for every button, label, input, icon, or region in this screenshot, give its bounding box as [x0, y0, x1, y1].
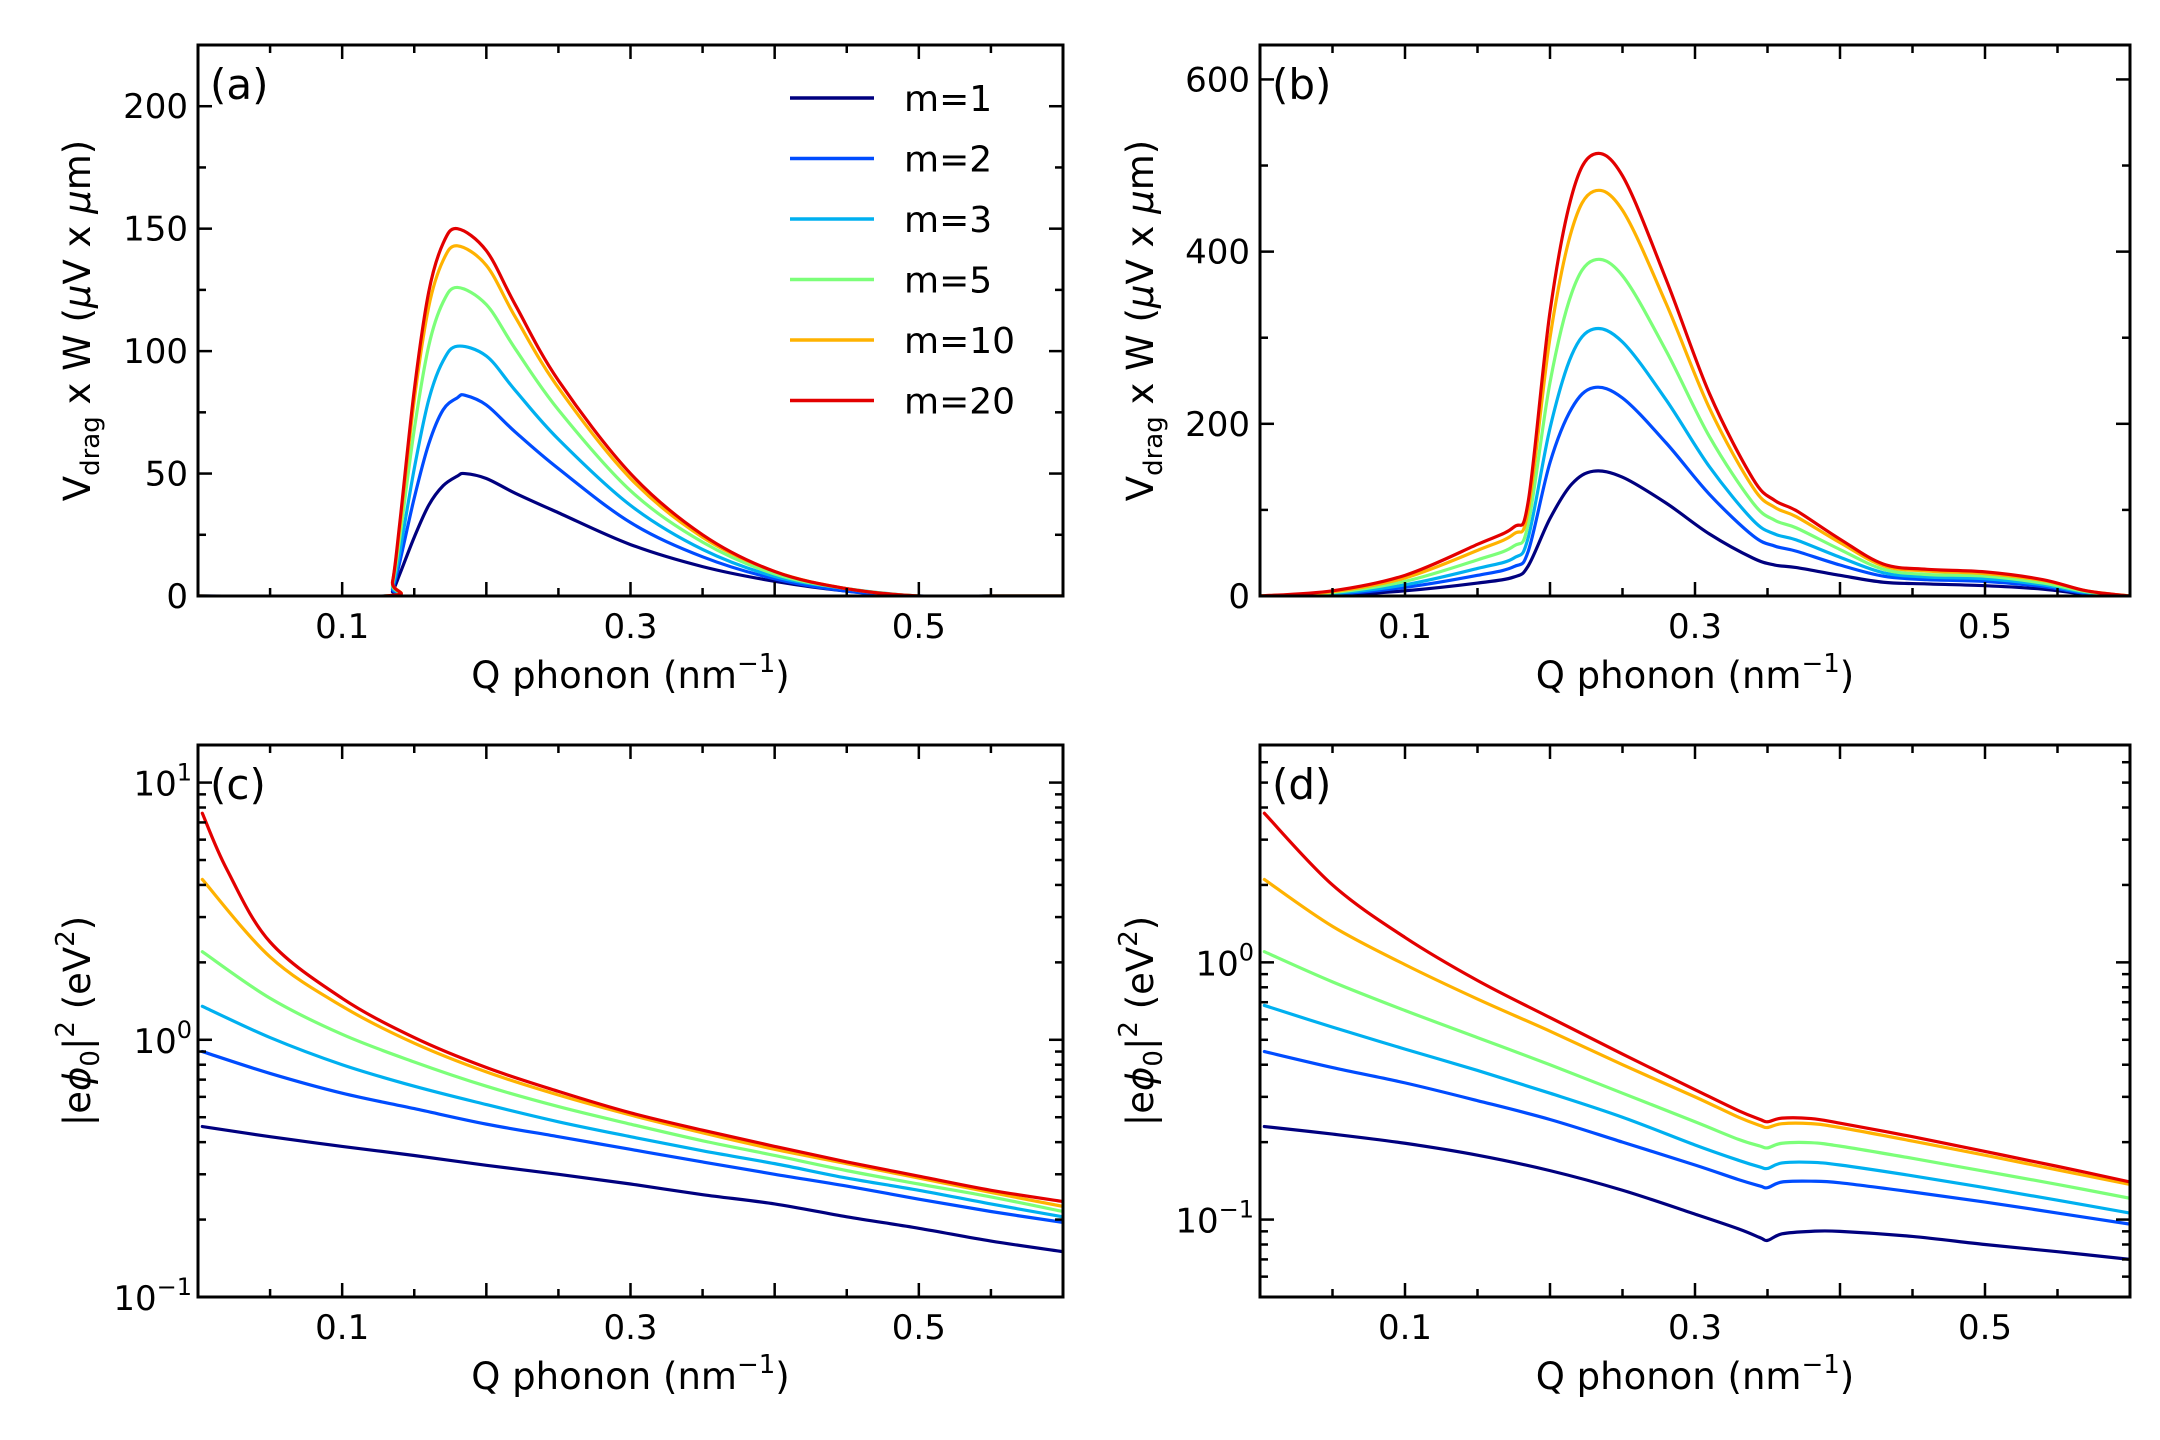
legend-label: m=5: [904, 261, 992, 302]
chart-panel-4: 0.1 0.3 0.5 10−1 100 Q phonon (nm−1) |eϕ0|2 (e…: [1114, 743, 2132, 1398]
series-group: [1262, 811, 2130, 1262]
y-tick-label: 50: [145, 455, 188, 495]
y-tick-label: 101: [133, 759, 192, 805]
y-tick-label: 200: [123, 87, 188, 127]
series-line-m-5: [200, 950, 1063, 1214]
y-axis: 0 200 400 600: [1185, 60, 2130, 617]
series-line-m-20: [1260, 151, 2130, 596]
x-tick-label: 0.5: [892, 607, 946, 647]
x-tick-label: 0.1: [1378, 1308, 1432, 1348]
series-line-m-3: [1260, 326, 2130, 596]
legend-item: m=10: [790, 321, 1015, 362]
series-line-m-20: [200, 811, 1063, 1204]
plot-frame: [1258, 43, 2132, 598]
legend-item: m=3: [790, 200, 992, 241]
y-axis-label: |eϕ0|2 (eV2): [1114, 916, 1169, 1126]
x-axis-label: Q phonon (nm−1): [471, 649, 789, 697]
x-tick-label: 0.5: [892, 1308, 946, 1348]
chart-panel-1: 0.1 0.3 0.5 0 50 100 150 200 Q phonon (nm−1) Vdra…: [56, 43, 1065, 697]
series-line-m-20: [1262, 811, 2130, 1184]
y-tick-label: 10−1: [1175, 1196, 1254, 1242]
series-line-m-5: [1260, 257, 2130, 596]
legend-label: m=10: [904, 321, 1015, 362]
y-tick-label: 100: [133, 1016, 192, 1062]
x-tick-label: 0.5: [1958, 1308, 2012, 1348]
legend: m=1 m=2 m=3 m=5 m=10 m=20: [790, 79, 1015, 423]
legend-label: m=1: [904, 79, 992, 120]
x-axis: 0.1 0.3 0.5: [1331, 745, 2059, 1348]
series-group: [1260, 151, 2130, 596]
series-line-m-2: [1262, 1049, 2130, 1226]
series-line-m-10: [200, 877, 1063, 1209]
series-line-m-1: [200, 1124, 1063, 1254]
y-axis: 0 50 100 150 200: [123, 43, 1063, 617]
x-axis-label: Q phonon (nm−1): [1536, 649, 1854, 697]
legend-label: m=2: [904, 140, 992, 181]
y-tick-label: 0: [166, 577, 188, 617]
y-axis-label: Vdrag x W (μV x μm): [56, 140, 106, 501]
y-axis-label: |eϕ0|2 (eV2): [51, 916, 106, 1126]
chart-panel-2: 0.1 0.3 0.5 0 200 400 600 Q phonon (nm−1) Vdrag …: [1119, 43, 2132, 697]
legend-item: m=5: [790, 261, 992, 302]
x-tick-label: 0.3: [603, 1308, 657, 1348]
series-line-m-2: [200, 1049, 1063, 1224]
legend-label: m=3: [904, 200, 992, 241]
y-tick-label: 400: [1185, 233, 1250, 273]
x-tick-label: 0.5: [1958, 607, 2012, 647]
x-tick-label: 0.3: [1668, 607, 1722, 647]
x-tick-label: 0.1: [315, 607, 369, 647]
x-axis-label: Q phonon (nm−1): [471, 1350, 789, 1398]
chart-panel-3: 0.1 0.3 0.5 10−1 100 101 Q phonon (nm−1) |eϕ0|2…: [51, 743, 1065, 1398]
series-line-m-3: [200, 1004, 1063, 1219]
y-axis: 10−1 100 101: [113, 759, 1063, 1319]
y-tick-label: 200: [1185, 405, 1250, 445]
y-axis: 10−1 100: [1175, 743, 2130, 1299]
y-tick-label: 600: [1185, 60, 1250, 100]
y-tick-label: 10−1: [113, 1273, 192, 1319]
x-tick-label: 0.1: [1378, 607, 1432, 647]
x-tick-label: 0.3: [1668, 1308, 1722, 1348]
panel-label: (b): [1272, 60, 1331, 109]
y-axis-label: Vdrag x W (μV x μm): [1119, 140, 1169, 501]
series-line-m-2: [1260, 385, 2130, 596]
x-tick-label: 0.1: [315, 1308, 369, 1348]
series-line-m-1: [1262, 1124, 2130, 1262]
series-line-m-5: [1262, 950, 2130, 1200]
series-line-m-10: [1262, 877, 2130, 1187]
y-tick-label: 150: [123, 210, 188, 250]
panel-label: (d): [1272, 760, 1331, 809]
legend-item: m=2: [790, 140, 992, 181]
y-tick-label: 100: [1195, 938, 1254, 984]
legend-item: m=1: [790, 79, 992, 120]
x-axis: 0.1 0.3 0.5: [268, 745, 993, 1348]
series-line-m-1: [1260, 469, 2130, 596]
plot-frame: [196, 743, 1065, 1299]
x-axis: 0.1 0.3 0.5: [268, 45, 993, 647]
x-axis-label: Q phonon (nm−1): [1536, 1350, 1854, 1398]
series-group: [200, 811, 1063, 1254]
panel-label: (a): [210, 60, 269, 109]
y-tick-label: 100: [123, 332, 188, 372]
x-axis: 0.1 0.3 0.5: [1331, 45, 2059, 647]
series-line-m-2: [198, 393, 1063, 596]
legend-label: m=20: [904, 382, 1015, 423]
series-line-m-10: [1260, 188, 2130, 596]
legend-item: m=20: [790, 382, 1015, 423]
x-tick-label: 0.3: [603, 607, 657, 647]
panel-label: (c): [210, 760, 266, 809]
y-tick-label: 0: [1228, 577, 1250, 617]
series-line-m-3: [1262, 1003, 2130, 1215]
